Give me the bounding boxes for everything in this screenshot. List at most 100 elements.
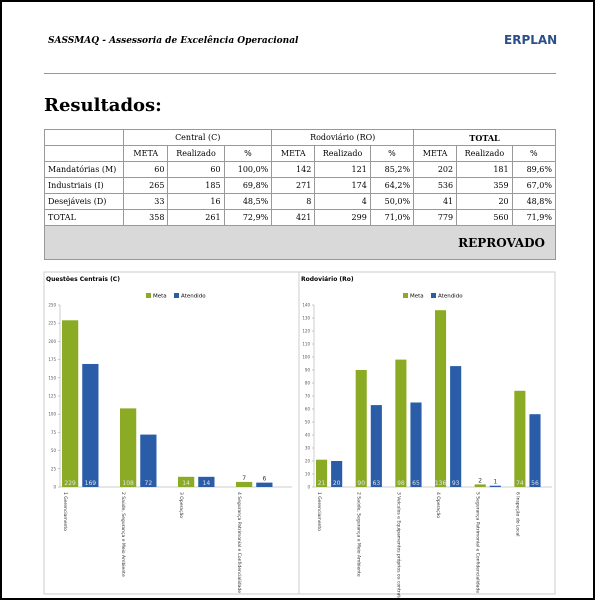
- table-row: Mandatórias (M) 60 60 100,0% 142 121 85,2% 202 1…: [43, 161, 557, 178]
- bar: [178, 476, 195, 487]
- data-label: 20: [333, 480, 341, 487]
- data-label: 14: [203, 480, 211, 487]
- logo: ERPLAN: [504, 33, 558, 47]
- y-tick-label: 60: [305, 407, 311, 412]
- data-label: 65: [412, 480, 420, 487]
- y-tick-label: 70: [305, 394, 311, 399]
- x-tick-label: 1 Gerenciamento: [316, 492, 322, 531]
- bar: [435, 310, 447, 487]
- y-tick-label: 150: [48, 375, 56, 380]
- y-tick-label: 110: [302, 342, 310, 347]
- bar: [120, 408, 137, 487]
- x-tick-label: 1 Gerenciamento: [62, 492, 68, 531]
- legend-label: Atendido: [181, 294, 206, 300]
- x-tick-label: 4 Segurança Patrimonial e Confidencialid…: [236, 492, 242, 593]
- y-tick-label: 75: [51, 430, 57, 435]
- x-tick-label: 2 Saúde, Segurança e Meio Ambiente: [120, 492, 127, 577]
- data-label: 74: [516, 480, 524, 487]
- data-label: 98: [397, 480, 405, 487]
- subtitle: SASSMAQ - Assessoria de Excelência Opera…: [48, 36, 299, 46]
- bar: [198, 476, 215, 487]
- data-label: 14: [182, 480, 190, 487]
- y-tick-label: 0: [53, 485, 56, 490]
- y-tick-label: 200: [48, 339, 56, 344]
- table-row: META Realizado% META Realizado% META Realizad…: [43, 145, 557, 162]
- data-label: 229: [64, 480, 76, 487]
- legend-label: Meta: [410, 294, 424, 300]
- y-tick-label: 40: [305, 433, 311, 438]
- y-tick-label: 100: [48, 412, 56, 417]
- x-tick-label: 5 Segurança Patrimonial e Confidencialid…: [475, 492, 481, 593]
- y-tick-label: 0: [307, 485, 310, 490]
- data-label: 7: [242, 475, 246, 482]
- cell: 48,8%: [511, 193, 557, 210]
- legend-label: Meta: [153, 294, 167, 300]
- legend-swatch: [174, 293, 179, 298]
- y-tick-label: 10: [305, 472, 311, 477]
- chart-title: Rodoviário (Ro): [301, 276, 354, 283]
- data-label: 1: [493, 479, 497, 486]
- bar: [489, 485, 501, 487]
- title: Resultados:: [44, 95, 162, 116]
- y-tick-label: 25: [51, 466, 57, 471]
- data-label: 6: [262, 476, 266, 483]
- y-tick-label: 120: [302, 329, 310, 334]
- y-tick-label: 100: [302, 355, 310, 360]
- bar: [474, 484, 486, 487]
- legend-swatch: [403, 293, 408, 298]
- bar: [316, 459, 328, 487]
- bar: [370, 405, 382, 487]
- legend-swatch: [146, 293, 151, 298]
- data-label: 2: [478, 477, 482, 484]
- data-label: 93: [452, 480, 460, 487]
- y-tick-label: 80: [305, 381, 311, 386]
- table-row: Desejáveis (D) 33 16 48,5% 8 4 50,0% 41 20 48,8%: [43, 193, 557, 210]
- data-label: 56: [531, 480, 539, 487]
- y-tick-label: 50: [305, 420, 311, 425]
- bar: [256, 482, 273, 487]
- data-label: 72: [145, 480, 153, 487]
- data-label: 136: [435, 480, 447, 487]
- x-tick-label: 2 Saúde, Segurança e Meio Ambiente: [356, 492, 363, 577]
- divider: [44, 73, 556, 74]
- bar: [62, 320, 79, 487]
- table-row: REPROVADO: [44, 225, 556, 260]
- legend-swatch: [431, 293, 436, 298]
- bar: [355, 370, 367, 487]
- cell: 202: [413, 161, 458, 178]
- data-label: 169: [85, 480, 97, 487]
- bar: [395, 359, 407, 487]
- y-tick-label: 140: [302, 303, 310, 308]
- y-tick-label: 125: [48, 394, 56, 399]
- bar: [331, 461, 343, 487]
- bar: [410, 402, 422, 487]
- bar: [450, 366, 462, 487]
- bar: [529, 414, 541, 487]
- y-tick-label: 20: [305, 459, 311, 464]
- x-tick-label: 4 Operação: [435, 492, 441, 518]
- bar: [514, 390, 526, 487]
- y-tick-label: 30: [305, 446, 311, 451]
- y-tick-label: 250: [48, 303, 56, 308]
- y-tick-label: 175: [48, 357, 56, 362]
- data-label: 21: [318, 480, 326, 487]
- data-label: 63: [373, 480, 381, 487]
- bar: [236, 481, 253, 487]
- chart-title: Questões Centrais (C): [46, 276, 120, 283]
- x-tick-label: 3 Operação: [178, 492, 184, 518]
- data-label: 90: [357, 480, 365, 487]
- y-tick-label: 50: [51, 448, 57, 453]
- results-table: Central (C) Rodoviário (RO) TOTAL META Reali…: [43, 129, 557, 260]
- bar: [140, 434, 157, 487]
- x-tick-label: 3 Veículos e Equipamentos próprios ou co…: [395, 492, 402, 600]
- status: REPROVADO: [44, 225, 556, 260]
- legend-label: Atendido: [438, 294, 463, 300]
- y-tick-label: 225: [48, 321, 56, 326]
- x-tick-label: 6 Inspeção do Local: [514, 492, 520, 537]
- chart-panel: [298, 271, 556, 595]
- y-tick-label: 90: [305, 368, 311, 373]
- y-tick-label: 130: [302, 316, 310, 321]
- bar: [82, 363, 99, 487]
